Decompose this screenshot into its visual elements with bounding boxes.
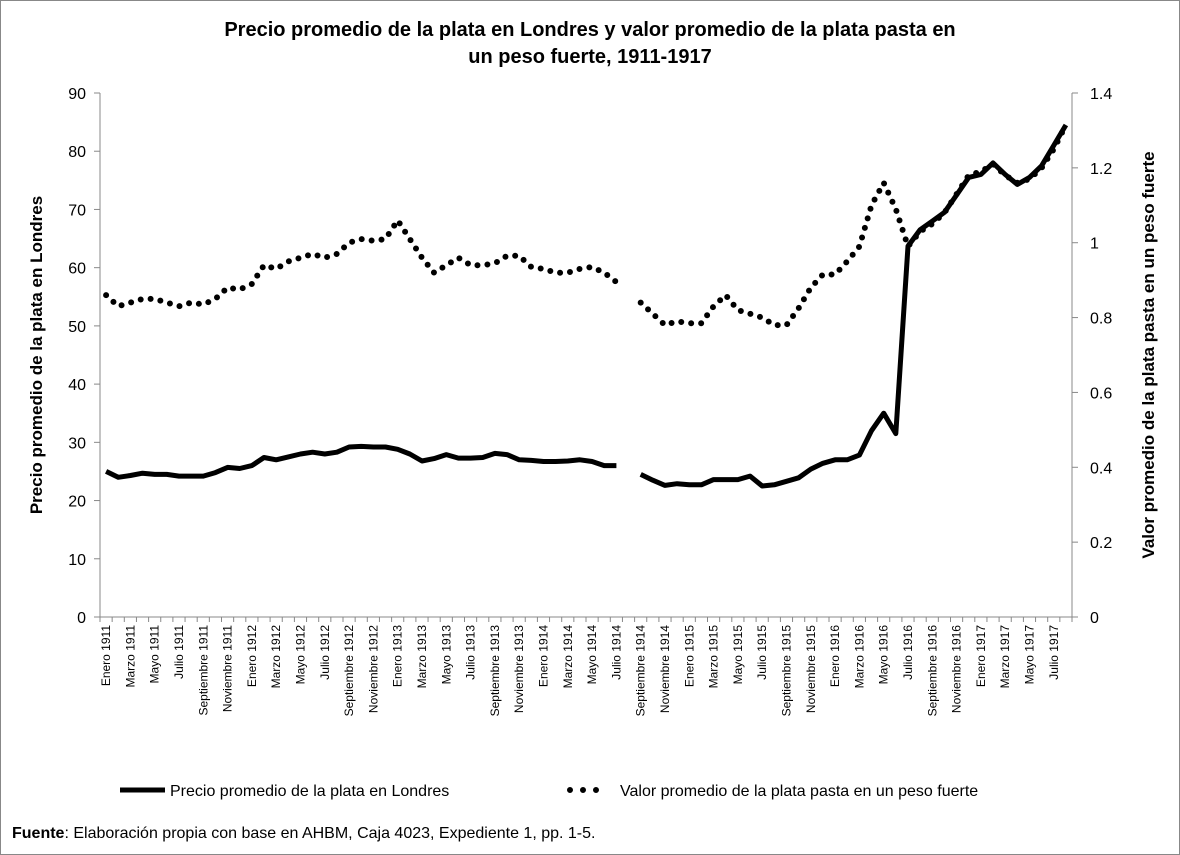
source-label: Fuente — [12, 825, 65, 842]
y2-axis-title: Valor promedio de la plata pasta en un p… — [1139, 151, 1158, 558]
x-tick-label: Noviembre 1913 — [512, 625, 526, 713]
x-tick-label: Marzo 1917 — [998, 625, 1012, 689]
x-tick-label: Marzo 1915 — [707, 625, 721, 689]
x-tick-label: Julio 1914 — [609, 625, 623, 680]
x-tick-label: Julio 1913 — [464, 625, 478, 680]
x-tick-label: Mayo 1912 — [293, 625, 307, 685]
x-tick-label: Marzo 1912 — [269, 625, 283, 689]
y-tick-label: 60 — [68, 261, 86, 278]
chart-title: un peso fuerte, 1911-1917 — [468, 46, 711, 68]
source-text: : Elaboración propia con base en AHBM, C… — [64, 825, 595, 842]
x-tick-label: Marzo 1913 — [415, 625, 429, 689]
y-tick-label: 40 — [68, 377, 86, 394]
x-tick-label: Mayo 1911 — [148, 625, 162, 684]
x-tick-label: Enero 1917 — [974, 625, 988, 687]
x-tick-label: Marzo 1914 — [561, 625, 575, 689]
x-tick-label: Noviembre 1916 — [950, 625, 964, 713]
y2-tick-label: 1 — [1090, 236, 1099, 253]
x-tick-label: Mayo 1915 — [731, 625, 745, 685]
y2-tick-label: 0.2 — [1090, 535, 1112, 552]
x-tick-label: Enero 1916 — [828, 625, 842, 687]
y2-tick-label: 1.4 — [1090, 86, 1112, 103]
x-tick-label: Julio 1911 — [172, 625, 186, 679]
x-tick-label: Mayo 1914 — [585, 625, 599, 685]
x-tick-label: Julio 1916 — [901, 625, 915, 680]
y-tick-label: 90 — [68, 86, 86, 103]
x-tick-label: Enero 1912 — [245, 625, 259, 687]
y-tick-label: 70 — [68, 202, 86, 219]
x-tick-label: Julio 1912 — [318, 625, 332, 680]
y2-tick-label: 0 — [1090, 610, 1099, 627]
chart-title: Precio promedio de la plata en Londres y… — [224, 19, 955, 41]
x-tick-label: Septiembre 1912 — [342, 625, 356, 717]
y2-tick-label: 0.6 — [1090, 385, 1112, 402]
y-tick-label: 30 — [68, 435, 86, 452]
y-axis-title: Precio promedio de la plata en Londres — [27, 196, 46, 514]
x-tick-label: Noviembre 1914 — [658, 625, 672, 713]
y-tick-label: 0 — [77, 610, 86, 627]
x-tick-label: Marzo 1916 — [852, 625, 866, 689]
x-tick-label: Septiembre 1916 — [925, 625, 939, 717]
x-tick-label: Enero 1913 — [391, 625, 405, 687]
y-tick-label: 50 — [68, 319, 86, 336]
x-tick-label: Septiembre 1911 — [196, 625, 210, 716]
x-tick-label: Noviembre 1915 — [804, 625, 818, 713]
x-tick-label: Septiembre 1913 — [488, 625, 502, 717]
y2-tick-label: 0.4 — [1090, 460, 1112, 477]
x-tick-label: Septiembre 1915 — [779, 625, 793, 717]
series-line — [105, 443, 617, 480]
x-tick-label: Enero 1915 — [682, 625, 696, 687]
x-tick-label: Mayo 1916 — [877, 625, 891, 685]
y-tick-label: 10 — [68, 552, 86, 569]
y2-tick-label: 0.8 — [1090, 311, 1112, 328]
legend-label: Valor promedio de la plata pasta en un p… — [620, 783, 978, 800]
x-tick-label: Mayo 1917 — [1022, 625, 1036, 685]
x-tick-label: Julio 1917 — [1047, 625, 1061, 680]
x-tick-label: Noviembre 1912 — [366, 625, 380, 713]
x-tick-label: Enero 1914 — [536, 625, 550, 687]
legend-label: Precio promedio de la plata en Londres — [170, 783, 449, 800]
y2-tick-label: 1.2 — [1090, 161, 1112, 178]
source-note: Fuente: Elaboración propia con base en A… — [12, 825, 595, 842]
x-tick-label: Julio 1915 — [755, 625, 769, 680]
dotted-line — [103, 214, 620, 310]
x-tick-label: Septiembre 1914 — [634, 625, 648, 717]
x-tick-label: Noviembre 1911 — [221, 625, 235, 712]
dotted-line — [637, 121, 1069, 329]
x-tick-label: Mayo 1913 — [439, 625, 453, 685]
y-tick-label: 80 — [68, 144, 86, 161]
x-tick-label: Enero 1911 — [99, 625, 113, 686]
x-tick-label: Marzo 1911 — [123, 625, 137, 688]
y-tick-label: 20 — [68, 494, 86, 511]
